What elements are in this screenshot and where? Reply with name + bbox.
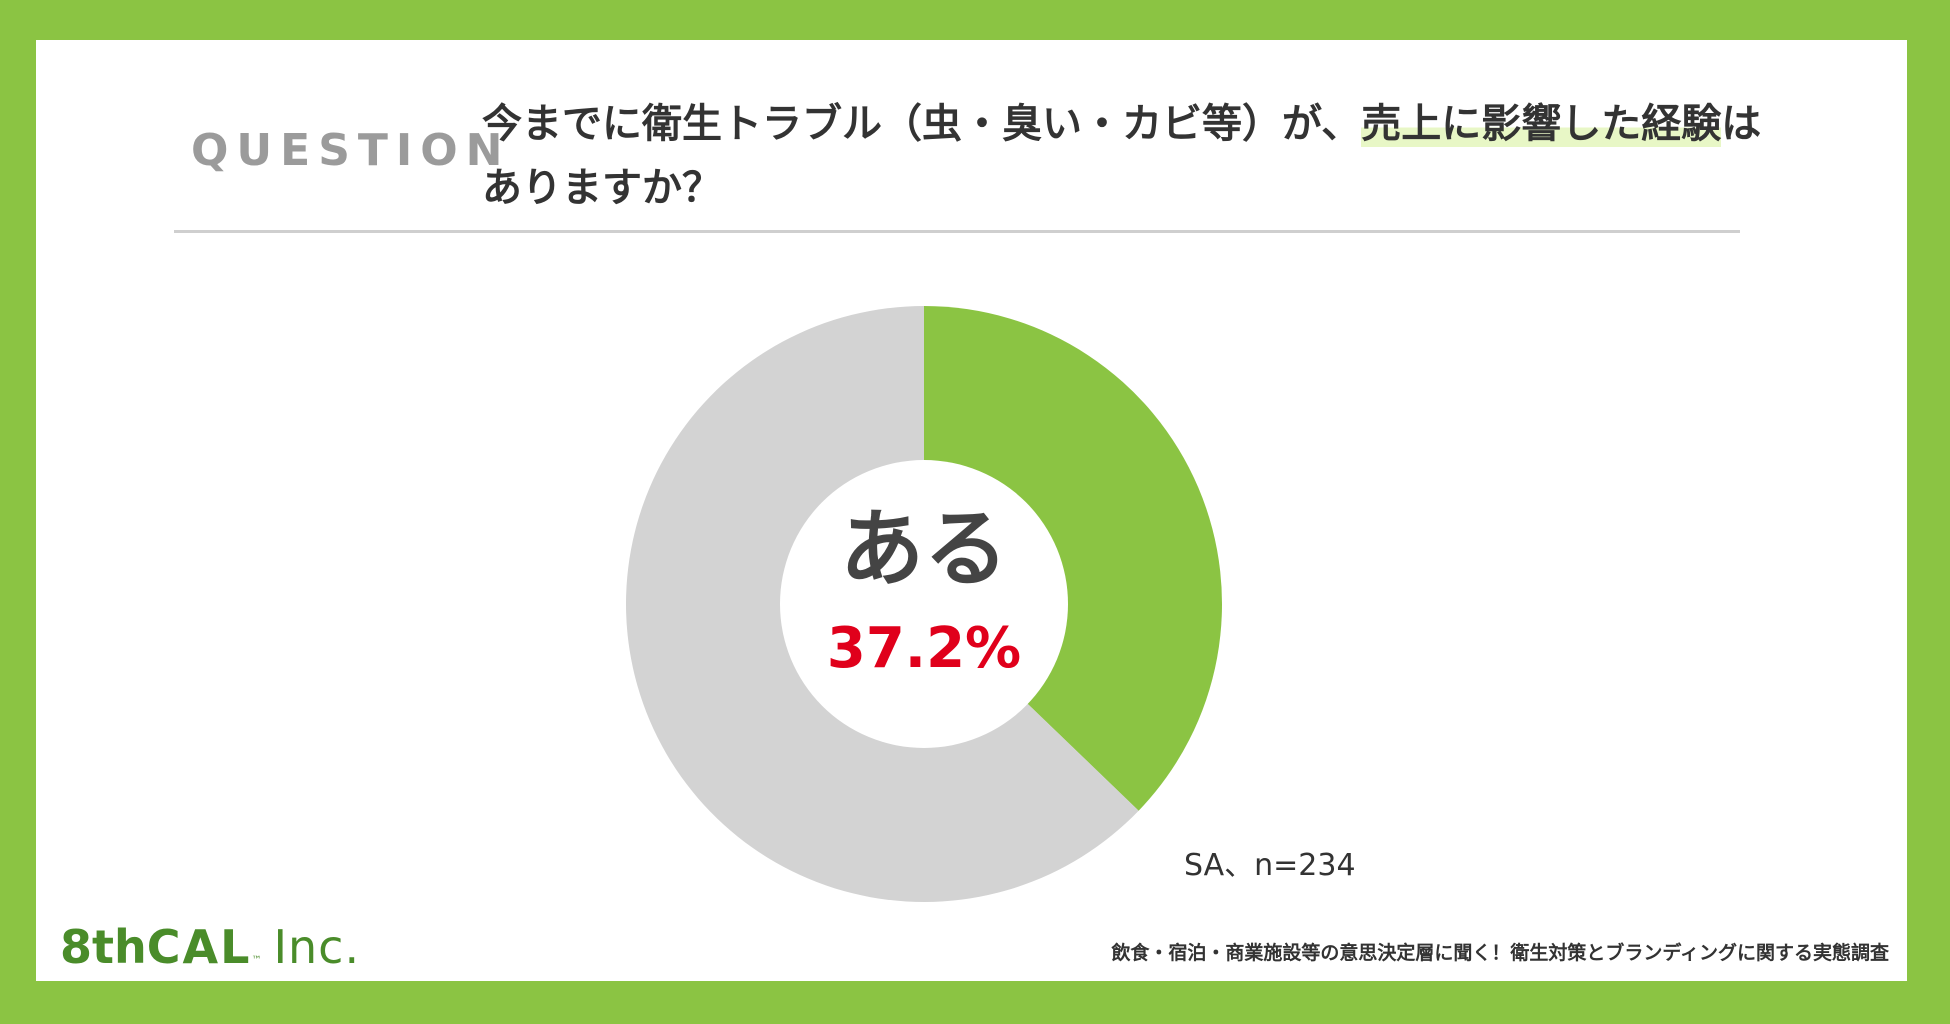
survey-source: 飲食・宿泊・商業施設等の意思決定層に聞く！衛生対策とブランディングに関する実態調… bbox=[1111, 942, 1889, 964]
center-value: 37.2% bbox=[827, 616, 1021, 681]
logo-tm: ™ bbox=[251, 955, 262, 966]
question-label: QUESTION bbox=[191, 125, 511, 176]
card: QUESTION 今までに衛生トラブル（虫・臭い・カビ等）が、売上に影響した経験… bbox=[36, 40, 1907, 981]
logo-inc: Inc. bbox=[273, 920, 361, 974]
logo-th: th bbox=[92, 920, 147, 974]
donut-chart: ある 37.2% bbox=[625, 306, 1222, 902]
question-text-part1: 今までに衛生トラブル（虫・臭い・カビ等）が、 bbox=[482, 101, 1362, 147]
slice-yes bbox=[924, 306, 1222, 811]
question-text-highlight: 売上に影響した経験 bbox=[1361, 101, 1722, 147]
question-text: 今までに衛生トラブル（虫・臭い・カビ等）が、売上に影響した経験は ありますか？ bbox=[482, 92, 1812, 220]
donut-hole bbox=[780, 460, 1068, 748]
divider bbox=[174, 230, 1740, 233]
sample-note: SA、n=234 bbox=[1184, 848, 1356, 883]
center-label: ある bbox=[840, 500, 1008, 598]
question-text-line2: ありますか？ bbox=[482, 165, 722, 211]
question-text-part2: は bbox=[1721, 101, 1762, 147]
company-logo: 8 th CAL ™ Inc. bbox=[60, 920, 360, 974]
logo-num: 8 bbox=[60, 920, 93, 974]
logo-brand: CAL bbox=[146, 920, 252, 974]
